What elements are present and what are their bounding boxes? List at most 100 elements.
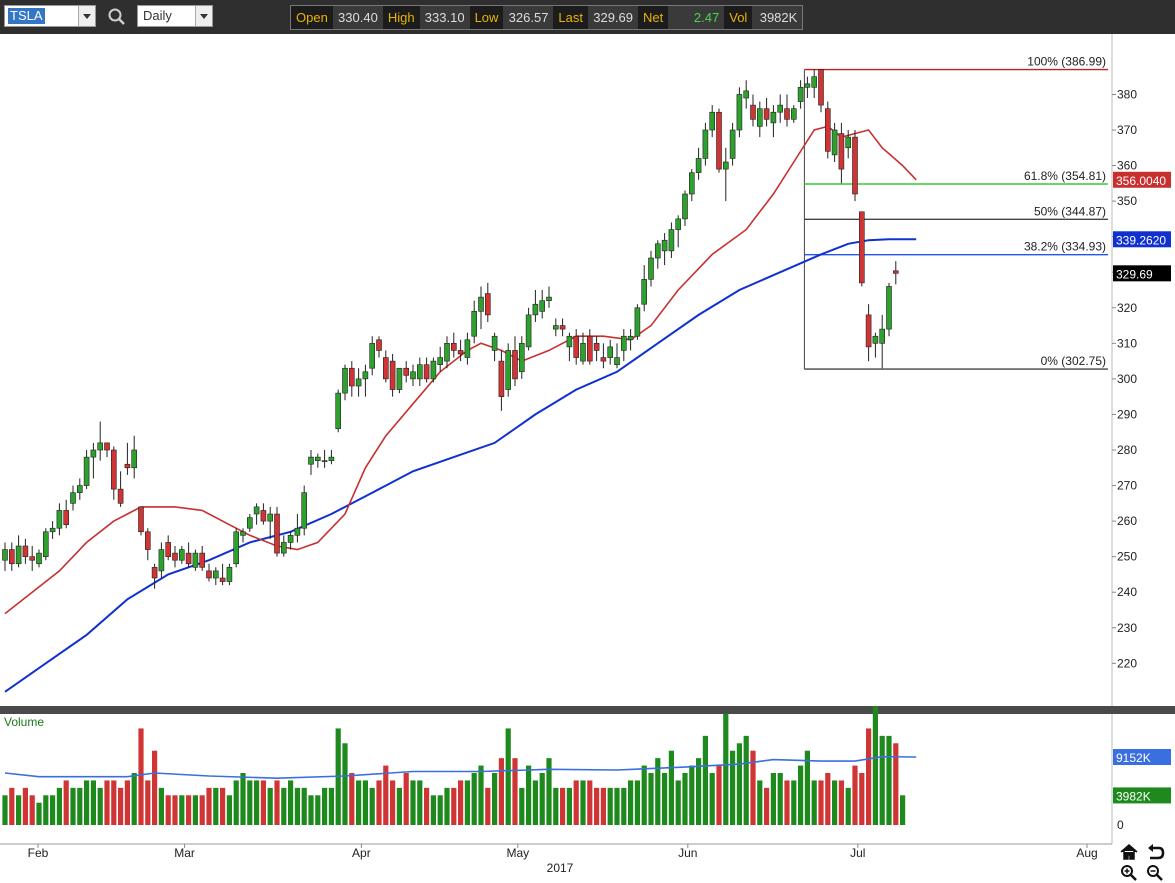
volume-bar [621, 787, 627, 825]
volume-bar [458, 780, 464, 825]
candle-body [614, 357, 620, 365]
candle-body [580, 343, 586, 362]
volume-bar [798, 765, 804, 825]
pane-separator [0, 706, 1175, 714]
zoom-out-lens [1147, 865, 1159, 877]
price-tick-label: 280 [1117, 443, 1137, 457]
candle-body [682, 193, 688, 220]
period-dropdown-arrow-icon[interactable] [195, 6, 212, 26]
volume-bar [97, 787, 103, 825]
candle-body [355, 378, 362, 387]
volume-bar [893, 743, 899, 825]
volume-bar [594, 787, 600, 825]
volume-bar [349, 773, 355, 825]
volume-bar [600, 787, 606, 825]
candle-body [63, 510, 70, 525]
candle-body [179, 549, 185, 561]
zoom-in-plus [1124, 868, 1130, 874]
volume-bar [138, 728, 144, 825]
candle-body [512, 350, 518, 380]
candle-body [70, 492, 76, 504]
volume-bar [369, 787, 375, 825]
undo-icon-shape [1150, 846, 1165, 860]
candle-body [600, 357, 607, 362]
symbol-text: TSLA [8, 8, 45, 24]
candle-body [566, 335, 573, 348]
zoom-out-icon[interactable] [1147, 865, 1163, 881]
volume-bar [580, 780, 586, 825]
volume-bar [213, 787, 219, 825]
volume-bar [607, 787, 613, 825]
candle-body [396, 367, 403, 390]
volume-bar [641, 765, 647, 825]
fib-level-label: 100% (386.99) [1027, 55, 1106, 69]
symbol-input[interactable]: TSLA [4, 5, 96, 27]
volume-bar [131, 773, 137, 825]
volume-moving-average [4, 755, 917, 780]
candle-body [886, 286, 892, 330]
volume-bar [702, 735, 708, 825]
volume-bar [417, 780, 423, 825]
volume-bar [165, 795, 171, 825]
volume-bar [845, 787, 851, 825]
candle-body [382, 357, 389, 380]
candle-body [818, 69, 824, 106]
volume-bar [852, 765, 858, 825]
candle-body [233, 531, 239, 565]
month-label: Jun [678, 846, 697, 860]
price-tick-label: 240 [1117, 585, 1137, 599]
candle-body [247, 517, 253, 529]
volume-bar [172, 795, 178, 825]
home-icon[interactable] [1120, 844, 1138, 860]
candle-body [736, 94, 743, 131]
volume-bar [730, 750, 736, 825]
price-tag-box [1113, 171, 1171, 188]
candle-body [464, 339, 471, 358]
volume-bar [63, 780, 69, 825]
volume-bar [675, 780, 681, 825]
candle-body [219, 577, 226, 582]
period-select[interactable]: Daily [137, 5, 213, 27]
candle-body [314, 456, 321, 461]
volume-bar [689, 765, 695, 825]
candle-body [138, 506, 144, 533]
volume-bar [736, 743, 742, 825]
candle-body [756, 108, 763, 127]
volume-bar [281, 787, 287, 825]
undo-icon[interactable] [1148, 844, 1165, 860]
candle-body [491, 335, 498, 351]
volume-bar [886, 735, 892, 825]
volume-bar [770, 773, 776, 825]
candle-body [858, 211, 865, 284]
candle-body [498, 360, 505, 397]
volume-bar [784, 780, 790, 825]
quote-bar: Open 330.40 High 333.10 Low 326.57 Last 329.69 N… [290, 5, 804, 30]
zoom-in-icon[interactable] [1121, 865, 1137, 881]
volume-bar [757, 780, 763, 825]
quote-value: 2.47 [668, 6, 725, 29]
price-tag-box [1113, 265, 1171, 282]
candle-body [430, 360, 437, 380]
month-label: Apr [352, 846, 371, 860]
volume-bar [539, 773, 545, 825]
volume-bar [573, 780, 579, 825]
candle-body [287, 535, 294, 543]
candle-body [342, 367, 348, 394]
search-icon[interactable] [106, 6, 128, 28]
volume-bar [791, 780, 797, 825]
candle-body [478, 296, 484, 312]
volume-bar [328, 787, 334, 825]
candle-body [117, 488, 124, 504]
volume-bar [838, 780, 844, 825]
volume-bar [512, 758, 518, 825]
volume-bar [471, 773, 477, 825]
volume-tag-text: 9152K [1116, 751, 1151, 765]
price-tick-label: 370 [1117, 123, 1137, 137]
zoom-in-lens [1121, 865, 1133, 877]
volume-bar [410, 780, 416, 825]
fib-level-label: 61.8% (354.81) [1024, 169, 1106, 183]
volume-bar [396, 787, 402, 825]
symbol-dropdown-arrow-icon[interactable] [78, 6, 95, 26]
volume-bar [22, 787, 28, 825]
candle-body [824, 108, 831, 152]
